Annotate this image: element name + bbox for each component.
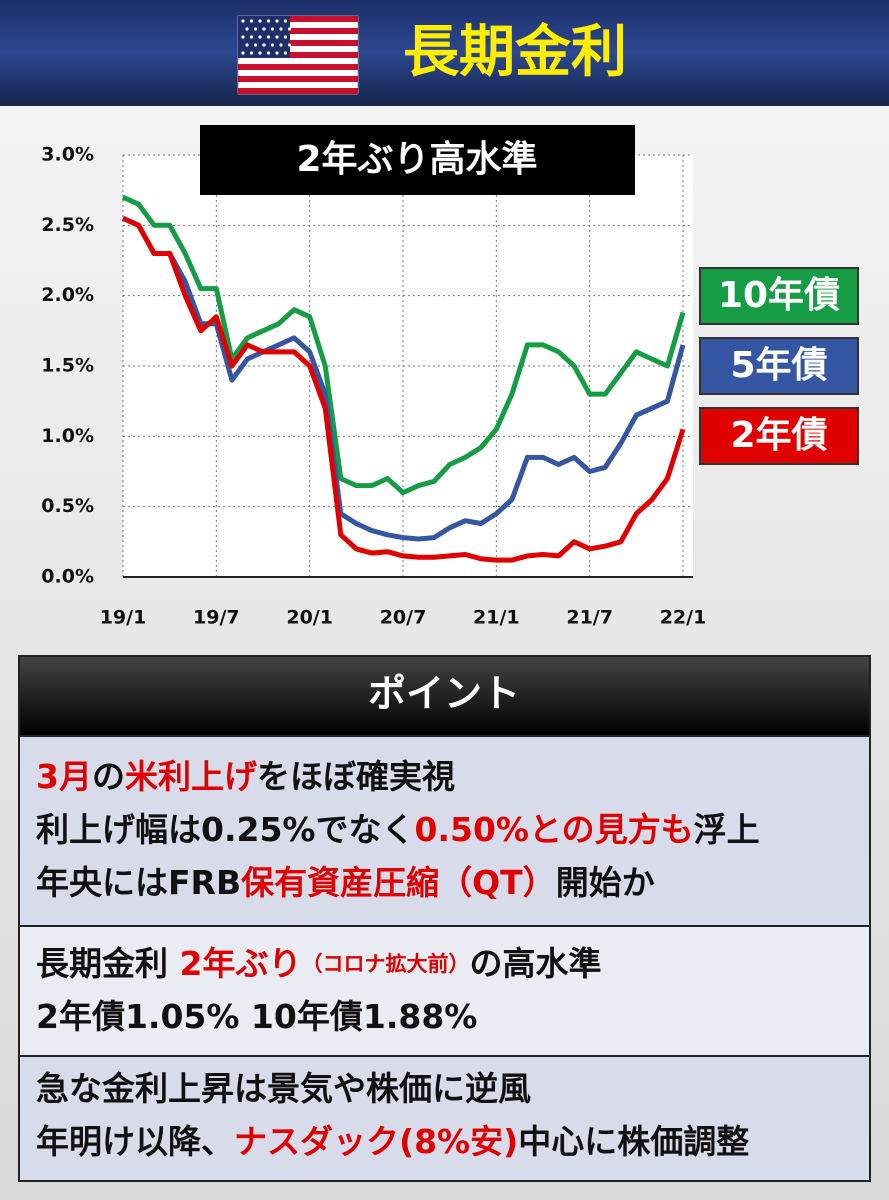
flag-star [262, 43, 266, 47]
flag-star [266, 19, 271, 23]
y-tick-label: 2.5% [41, 214, 94, 236]
flag-star [253, 43, 258, 47]
highlight: 米利上げ [125, 757, 257, 796]
point-line: 急な金利上昇は景気や株価に逆風 [36, 1069, 531, 1108]
text: 急な金利上昇は景気や株価に逆風 [36, 1069, 531, 1108]
flag-star [283, 51, 288, 55]
flag-star [241, 51, 245, 55]
text: 年明け以降、 [36, 1122, 234, 1161]
y-tick-label: 1.0% [41, 425, 94, 447]
points-header [20, 657, 869, 735]
point-line: 2年債1.05% 10年債1.88% [36, 997, 477, 1036]
legend-label: 10年債 [718, 275, 840, 316]
point-line: 長期金利 2年ぶり（コロナ拡大前）の高水準 [36, 944, 601, 983]
text: をほぼ確実視 [257, 757, 455, 796]
highlight: 3月 [36, 757, 92, 796]
text: 浮上 [694, 810, 760, 849]
flag-star [241, 19, 245, 23]
points-title: ポイント [368, 672, 520, 716]
y-tick-label: 2.0% [41, 284, 94, 306]
x-tick-label: 20/1 [286, 607, 333, 629]
highlight: ナスダック(8%安) [234, 1122, 518, 1161]
x-tick-label: 21/1 [473, 607, 520, 629]
header-title: 長期金利 [403, 20, 627, 85]
highlight: 0.50%との見方も [415, 810, 694, 849]
x-tick-label: 21/7 [566, 607, 613, 629]
flag-star [249, 35, 254, 39]
flag-star [275, 19, 279, 23]
flag-stripe [238, 16, 358, 22]
point-line: 年明け以降、ナスダック(8%安)中心に株価調整 [36, 1122, 749, 1161]
flag-star [249, 51, 254, 55]
flag-star [241, 35, 245, 39]
flag-star [258, 19, 262, 23]
flag-stripe [238, 28, 358, 34]
x-tick-label: 19/1 [100, 607, 147, 629]
series-line [121, 216, 686, 563]
flag-star [279, 43, 283, 47]
flag-star [245, 43, 249, 47]
y-tick-label: 0.5% [41, 495, 94, 517]
point-row [20, 1057, 869, 1180]
legend-box [699, 407, 859, 465]
flag-star [287, 27, 292, 31]
point-row [20, 927, 869, 1055]
chart: 0.0% 0.5% 1.0% 1.5% 2.0% 2.5% 3.0% 19/1 19/7 20/1… [41, 144, 859, 629]
text: の高水準 [469, 944, 601, 983]
text: 開始か [556, 863, 655, 902]
flag-star [266, 51, 271, 55]
point-line: 3月の米利上げをほぼ確実視 [36, 757, 455, 796]
flag-stripe [238, 76, 358, 82]
y-tick-label: 3.0% [41, 144, 94, 166]
annotation: 2年ぶり高水準 [296, 139, 537, 180]
flag-canton [238, 16, 290, 58]
point-line: 利上げ幅は0.25%でなく0.50%との見方も浮上 [36, 810, 760, 849]
y-tick-label: 1.5% [41, 355, 94, 377]
highlight: 保有資産圧縮（QT） [241, 863, 556, 902]
flag-star [258, 35, 262, 39]
flag-stripe [238, 88, 358, 94]
flag-stripe [238, 52, 358, 58]
flag-stripe [238, 40, 358, 46]
point-line: 年央にはFRB保有資産圧縮（QT）開始か [36, 863, 655, 902]
legend-label: 5年債 [730, 345, 827, 386]
x-tick-label: 22/1 [660, 607, 707, 629]
text: 長期金利 [36, 944, 180, 983]
series-line [121, 194, 686, 496]
text: 利上げ幅は0.25%でなく [36, 810, 415, 849]
flag-star [283, 19, 288, 23]
point-row [20, 737, 869, 925]
flag-stripe [238, 64, 358, 70]
annotation-box [200, 125, 635, 195]
flag-star [253, 27, 258, 31]
text: 2年債1.05% 10年債1.88% [36, 997, 477, 1036]
flag-star [262, 27, 266, 31]
flag-star [270, 27, 275, 31]
x-tick-label: 20/7 [380, 607, 427, 629]
text: の [92, 757, 125, 796]
flag-star [275, 35, 279, 39]
legend-label: 2年債 [730, 415, 827, 456]
flag-star [245, 27, 249, 31]
x-tick-label: 19/7 [193, 607, 240, 629]
highlight: （コロナ拡大前） [301, 952, 469, 976]
legend-box [699, 267, 859, 325]
flag-star [249, 19, 254, 23]
text: 中心に株価調整 [518, 1122, 749, 1161]
flag-star [279, 27, 283, 31]
legend-box [699, 337, 859, 395]
flag [237, 15, 359, 95]
flag-star [283, 35, 288, 39]
flag-star [275, 51, 279, 55]
flag-star [266, 35, 271, 39]
flag-star [258, 51, 262, 55]
highlight: 2年ぶり [180, 944, 302, 983]
y-tick-label: 0.0% [41, 566, 94, 588]
header-bar [0, 0, 889, 106]
text: 年央にはFRB [36, 863, 241, 902]
flag-star [270, 43, 275, 47]
flag-star [287, 43, 292, 47]
